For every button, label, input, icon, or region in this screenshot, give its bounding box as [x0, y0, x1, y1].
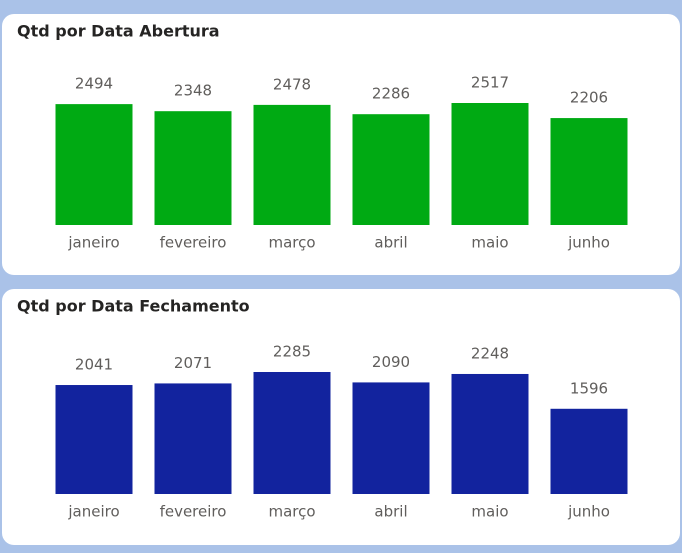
chart-title: Qtd por Data Abertura — [17, 22, 220, 41]
bar — [352, 382, 430, 494]
bar — [154, 111, 232, 225]
data-label: 2348 — [174, 82, 212, 100]
bar — [55, 104, 133, 225]
x-tick-label: fevereiro — [160, 503, 227, 521]
x-tick-label: março — [268, 503, 315, 521]
bar — [451, 373, 529, 494]
data-label: 2248 — [471, 344, 509, 362]
x-tick-label: maio — [471, 503, 508, 521]
chart-title: Qtd por Data Fechamento — [17, 297, 250, 316]
data-label: 2285 — [273, 343, 311, 361]
x-tick-label: junho — [567, 503, 610, 521]
x-tick-label: fevereiro — [160, 234, 227, 252]
x-tick-label: janeiro — [67, 503, 119, 521]
x-tick-label: janeiro — [67, 234, 119, 252]
x-tick-label: abril — [374, 234, 407, 252]
data-label: 2517 — [471, 74, 509, 92]
bar — [154, 383, 232, 494]
bar — [55, 385, 133, 494]
bar — [253, 104, 331, 225]
bar — [451, 103, 529, 225]
bar — [550, 408, 628, 494]
data-label: 2041 — [75, 356, 113, 374]
data-label: 2206 — [570, 89, 608, 107]
x-tick-label: abril — [374, 503, 407, 521]
data-label: 2090 — [372, 353, 410, 371]
bar — [352, 114, 430, 225]
bar — [253, 372, 331, 494]
x-tick-label: maio — [471, 234, 508, 252]
data-label: 2494 — [75, 75, 113, 93]
x-tick-label: junho — [567, 234, 610, 252]
data-label: 2286 — [372, 85, 410, 103]
bar — [550, 118, 628, 225]
x-tick-label: março — [268, 234, 315, 252]
data-label: 2071 — [174, 354, 212, 372]
data-label: 1596 — [570, 379, 608, 397]
data-label: 2478 — [273, 75, 311, 93]
